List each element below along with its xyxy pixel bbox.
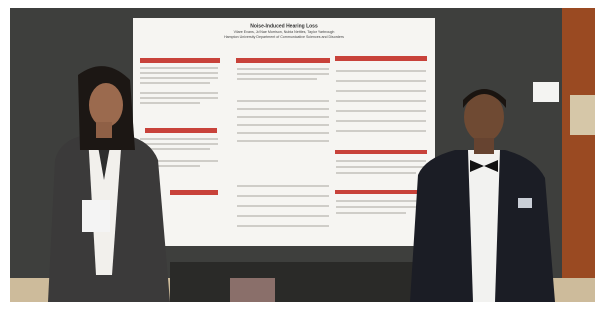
- section-bar: [236, 58, 330, 63]
- photo: Noise-Induced Hearing Loss Vilare Evans,…: [0, 0, 605, 309]
- poster-title: Noise-Induced Hearing Loss: [250, 23, 318, 29]
- poster-affiliation: Hampton University Department of Communi…: [224, 35, 344, 39]
- board-base: [170, 262, 420, 302]
- section-bar: [140, 58, 220, 63]
- doorway: [570, 95, 595, 135]
- section-bar: [145, 128, 217, 133]
- side-wall: [562, 8, 595, 302]
- section-bar: [170, 190, 218, 195]
- bag: [230, 278, 275, 302]
- section-bar: [335, 150, 427, 154]
- sign: [533, 82, 559, 102]
- poster-authors: Vilare Evans, Jo'Nae Morrison, Nubia Net…: [234, 30, 335, 34]
- section-bar: [335, 190, 427, 194]
- section-bar: [335, 56, 427, 61]
